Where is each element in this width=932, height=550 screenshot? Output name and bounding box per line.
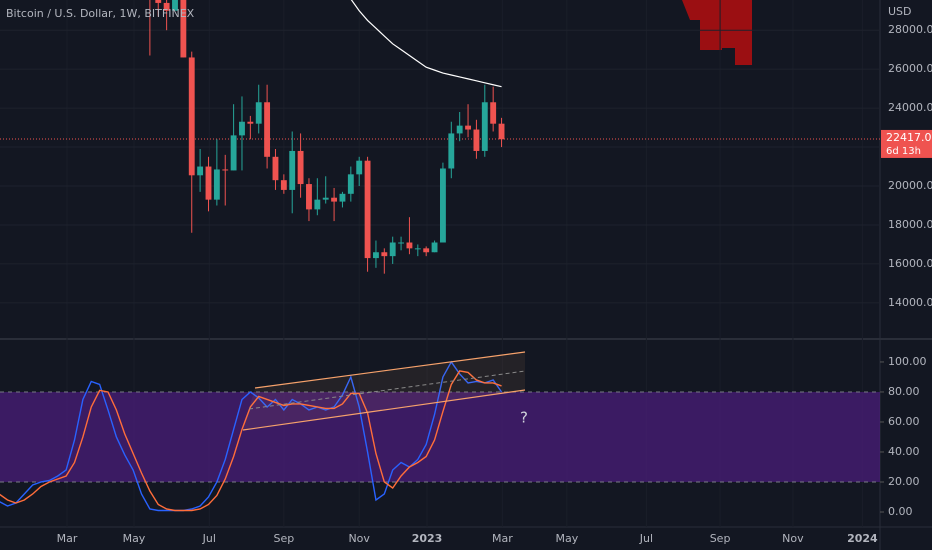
countdown-label: 6d 13h — [886, 146, 921, 157]
x-tick-label: May — [555, 532, 578, 545]
y-tick-label: 20000.0 — [888, 179, 932, 192]
channel-line — [242, 389, 526, 431]
candle-body — [222, 169, 229, 171]
y-tick-label: 80.00 — [888, 385, 920, 398]
moving-average — [350, 0, 502, 88]
x-tick-label: Sep — [273, 532, 294, 545]
candle-body — [322, 197, 329, 200]
y-tick-label: 26000.0 — [888, 62, 932, 75]
y-tick-label: 20.00 — [888, 475, 920, 488]
candle-body — [314, 199, 321, 210]
candle-body — [347, 174, 354, 194]
y-tick-label: 28000.0 — [888, 23, 932, 36]
candle-body — [213, 169, 220, 200]
candle-body — [197, 166, 204, 176]
candle-body — [490, 102, 497, 124]
annotation: ? — [520, 409, 528, 427]
candle-body — [339, 193, 346, 202]
candle-body — [498, 123, 505, 140]
candle-body — [306, 184, 312, 210]
oscillator-line — [0, 370, 502, 512]
x-tick-label: Jul — [202, 532, 216, 545]
candle-body — [297, 150, 304, 185]
x-tick-label: Mar — [492, 532, 513, 545]
currency: USD — [888, 5, 912, 18]
candle-body — [356, 160, 363, 175]
indicator-zone — [682, 0, 752, 65]
candle-body — [373, 252, 379, 259]
candle-body — [280, 180, 287, 190]
y-tick-label: 24000.0 — [888, 101, 932, 114]
x-tick-label: Sep — [710, 532, 731, 545]
candle-body — [364, 160, 371, 259]
candle-body — [272, 156, 279, 181]
x-tick-label: Mar — [57, 532, 78, 545]
x-tick-label: Jul — [639, 532, 653, 545]
candle-body — [264, 102, 271, 157]
oscillator-line — [0, 360, 503, 512]
candle-body — [389, 242, 396, 257]
candle-body — [163, 2, 170, 11]
oscillator-band — [0, 391, 880, 482]
y-tick-label: 100.00 — [888, 355, 927, 368]
candle-body — [406, 242, 413, 249]
x-tick-label: Nov — [782, 532, 804, 545]
y-tick-label: 0.00 — [888, 505, 913, 518]
candle-body — [247, 121, 254, 124]
candle-body — [155, 0, 162, 3]
price-pane — [0, 0, 880, 304]
candle-body — [331, 197, 338, 202]
y-tick-label: 40.00 — [888, 445, 920, 458]
y-tick-label: 60.00 — [888, 415, 920, 428]
x-tick-label: May — [123, 532, 146, 545]
candle-body — [414, 248, 421, 250]
x-tick-label: 2023 — [412, 532, 443, 545]
candle-body — [230, 135, 237, 171]
candle-body — [239, 121, 245, 136]
candle-body — [398, 242, 404, 244]
channel-fill — [243, 352, 525, 430]
x-tick-label: 2024 — [847, 532, 878, 545]
y-tick-label: 16000.0 — [888, 257, 932, 270]
oscillator-pane — [0, 360, 880, 512]
chart-title: Bitcoin / U.S. Dollar, 1W, BITFINEX — [6, 7, 195, 20]
drawings — [242, 351, 526, 431]
channel-mid — [248, 370, 526, 410]
candle-body — [448, 133, 455, 169]
candle-body — [255, 102, 262, 124]
candle-body — [473, 129, 480, 151]
candle-body — [381, 252, 388, 257]
y-tick-label: 18000.0 — [888, 218, 932, 231]
last-price-label: 22417.0 — [886, 131, 932, 144]
candle-body — [465, 125, 471, 130]
candle-body — [172, 0, 178, 11]
channel-line — [254, 351, 526, 389]
candle-body — [205, 166, 212, 200]
candle-body — [180, 0, 187, 58]
last-price-box — [881, 129, 932, 158]
candle-body — [289, 150, 296, 190]
candle-body — [481, 102, 488, 151]
candle-body — [423, 248, 430, 253]
candle-body — [431, 242, 438, 253]
x-tick-label: Nov — [348, 532, 370, 545]
candle-body — [456, 125, 463, 134]
candle-body — [440, 168, 446, 243]
y-tick-label: 14000.0 — [888, 296, 932, 309]
candle-body — [188, 57, 195, 176]
